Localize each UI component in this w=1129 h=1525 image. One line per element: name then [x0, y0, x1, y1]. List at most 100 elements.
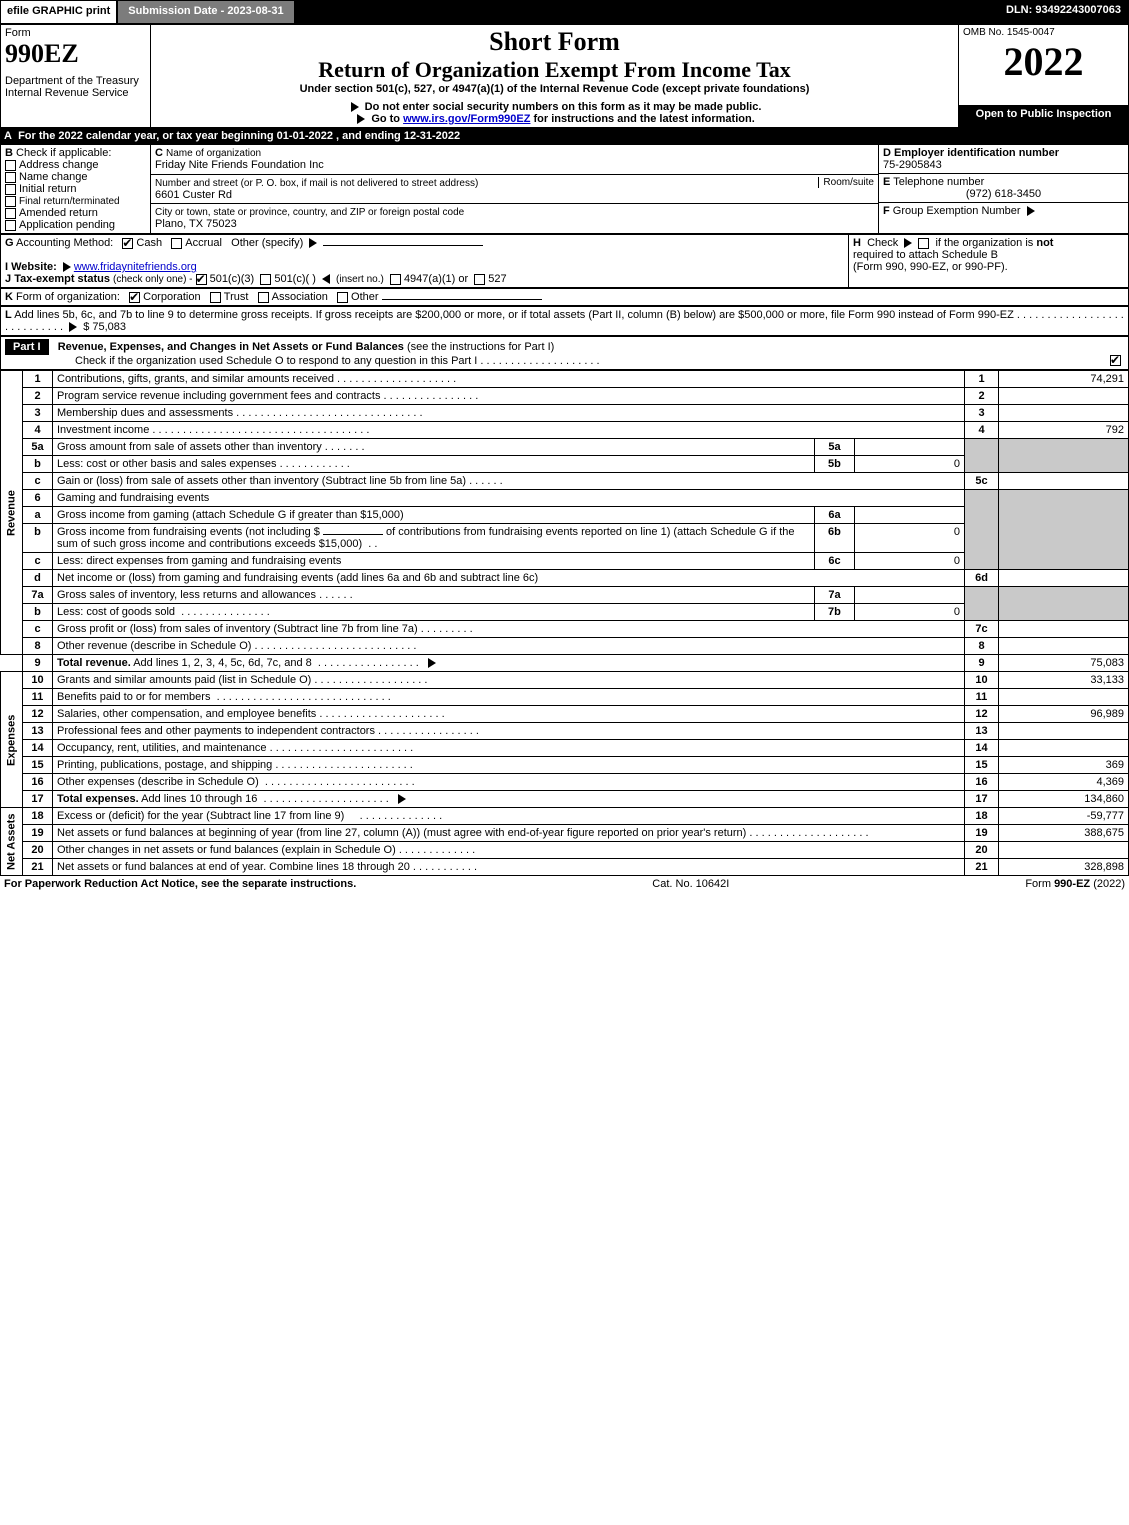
line-21-text: Net assets or fund balances at end of ye…	[53, 859, 965, 876]
addr-label: Number and street (or P. O. box, if mail…	[155, 178, 478, 189]
line-5c-box: 5c	[965, 473, 999, 490]
arrow-icon	[1027, 206, 1035, 216]
line-15-value: 369	[999, 757, 1129, 774]
letter-h: H	[853, 237, 861, 249]
cash-checkbox[interactable]	[122, 238, 133, 249]
main-title: Return of Organization Exempt From Incom…	[155, 57, 954, 83]
phone-label: Telephone number	[893, 176, 984, 188]
line-8-value	[999, 638, 1129, 655]
irs-link[interactable]: www.irs.gov/Form990EZ	[403, 113, 530, 125]
501c3-label: 501(c)(3)	[210, 273, 255, 285]
line-11-box: 11	[965, 689, 999, 706]
line-12-num: 12	[23, 706, 53, 723]
line-4-text: Investment income . . . . . . . . . . . …	[53, 422, 965, 439]
line-a: A For the 2022 calendar year, or tax yea…	[0, 128, 1129, 144]
letter-g: G	[5, 237, 14, 249]
line-5b-num: b	[23, 456, 53, 473]
sched-b-checkbox[interactable]	[918, 238, 929, 249]
line-18-num: 18	[23, 808, 53, 825]
letter-a: A	[4, 130, 12, 142]
letter-c: C	[155, 147, 163, 159]
line-11-value	[999, 689, 1129, 706]
line-1-num: 1	[23, 371, 53, 388]
line-7c-value	[999, 621, 1129, 638]
line-7a-text: Gross sales of inventory, less returns a…	[53, 587, 815, 604]
schedule-o-checkbox[interactable]	[1110, 355, 1121, 366]
other-org-line[interactable]	[382, 299, 542, 300]
arrow-left-icon	[322, 274, 330, 284]
line-12-text: Salaries, other compensation, and employ…	[53, 706, 965, 723]
warn2a: Go to	[371, 113, 403, 125]
form-org-label: Form of organization:	[16, 291, 120, 303]
initial-return-checkbox[interactable]	[5, 184, 16, 195]
address-change-checkbox[interactable]	[5, 160, 16, 171]
line-3-value	[999, 405, 1129, 422]
line-21-num: 21	[23, 859, 53, 876]
line-15-box: 15	[965, 757, 999, 774]
warn-line-1: Do not enter social security numbers on …	[155, 101, 954, 113]
h-check: Check	[867, 237, 898, 249]
4947-label: 4947(a)(1) or	[404, 273, 468, 285]
line-4-num: 4	[23, 422, 53, 439]
warn-line-2: Go to www.irs.gov/Form990EZ for instruct…	[155, 113, 954, 125]
opt-amended: Amended return	[19, 207, 98, 219]
line-15-text: Printing, publications, postage, and shi…	[53, 757, 965, 774]
dln-label: DLN: 93492243007063	[998, 0, 1129, 24]
letter-e: E	[883, 176, 890, 188]
revenue-section-label: Revenue	[1, 371, 23, 655]
line-3-num: 3	[23, 405, 53, 422]
527-checkbox[interactable]	[474, 274, 485, 285]
line-18-value: -59,777	[999, 808, 1129, 825]
check-applicable-label: Check if applicable:	[16, 147, 111, 159]
website-link[interactable]: www.fridaynitefriends.org	[74, 261, 197, 273]
501c3-checkbox[interactable]	[196, 274, 207, 285]
dept-treasury: Department of the Treasury	[5, 75, 146, 87]
trust-checkbox[interactable]	[210, 292, 221, 303]
corp-checkbox[interactable]	[129, 292, 140, 303]
line-18-box: 18	[965, 808, 999, 825]
room-label: Room/suite	[818, 177, 874, 188]
line-2-text: Program service revenue including govern…	[53, 388, 965, 405]
line-13-num: 13	[23, 723, 53, 740]
line-9-text: Total revenue. Add lines 1, 2, 3, 4, 5c,…	[53, 655, 965, 672]
line-7b-num: b	[23, 604, 53, 621]
form-number: 990EZ	[5, 39, 146, 69]
letter-i: I	[5, 261, 8, 273]
final-return-checkbox[interactable]	[5, 196, 16, 207]
name-change-checkbox[interactable]	[5, 172, 16, 183]
expenses-section-label: Expenses	[1, 672, 23, 808]
line-16-value: 4,369	[999, 774, 1129, 791]
rev-end-spacer	[1, 655, 23, 672]
short-form-title: Short Form	[155, 27, 954, 57]
warn2b: for instructions and the latest informat…	[530, 113, 754, 125]
line-10-num: 10	[23, 672, 53, 689]
footer-left: For Paperwork Reduction Act Notice, see …	[4, 878, 356, 890]
letter-k: K	[5, 291, 13, 303]
line-7c-text: Gross profit or (loss) from sales of inv…	[53, 621, 965, 638]
line-4-value: 792	[999, 422, 1129, 439]
other-specify-line[interactable]	[323, 245, 483, 246]
assoc-checkbox[interactable]	[258, 292, 269, 303]
line-5b-text: Less: cost or other basis and sales expe…	[53, 456, 815, 473]
line-14-text: Occupancy, rent, utilities, and maintena…	[53, 740, 965, 757]
line-6a-text: Gross income from gaming (attach Schedul…	[53, 507, 815, 524]
footer-right: Form 990-EZ (2022)	[1025, 878, 1125, 890]
501c-checkbox[interactable]	[260, 274, 271, 285]
line-a-text: For the 2022 calendar year, or tax year …	[18, 130, 460, 142]
accrual-checkbox[interactable]	[171, 238, 182, 249]
contrib-blank[interactable]	[323, 534, 383, 535]
line-3-text: Membership dues and assessments . . . . …	[53, 405, 965, 422]
netassets-section-label: Net Assets	[1, 808, 23, 876]
line-7b-text: Less: cost of goods sold . . . . . . . .…	[53, 604, 815, 621]
website-label: Website:	[11, 261, 57, 273]
k-table: K Form of organization: Corporation Trus…	[0, 288, 1129, 306]
501c-label: 501(c)( )	[274, 273, 316, 285]
application-pending-checkbox[interactable]	[5, 220, 16, 231]
line-4-box: 4	[965, 422, 999, 439]
4947-checkbox[interactable]	[390, 274, 401, 285]
amended-return-checkbox[interactable]	[5, 208, 16, 219]
line-20-num: 20	[23, 842, 53, 859]
arrow-icon	[398, 794, 406, 804]
other-org-checkbox[interactable]	[337, 292, 348, 303]
line-17-num: 17	[23, 791, 53, 808]
